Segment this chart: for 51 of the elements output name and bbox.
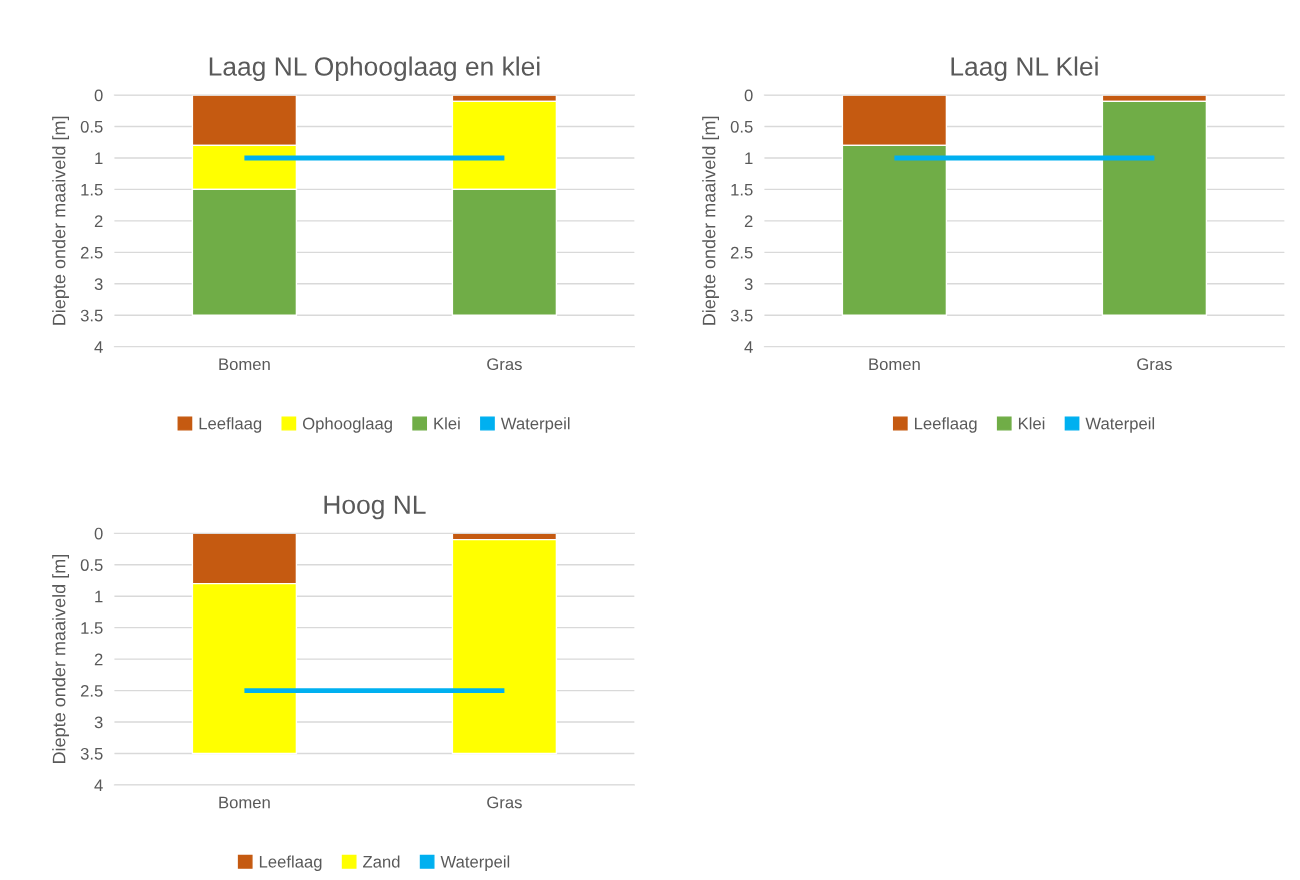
- y-tick-label: 1.5: [731, 183, 753, 196]
- legend-label: Leeflaag: [199, 417, 262, 433]
- y-tick-label: 0.5: [80, 559, 103, 571]
- y-tick-label: 0.5: [80, 120, 103, 133]
- chart-title: Laag NL Ophooglaag en klei: [209, 56, 540, 82]
- chart-title: Laag NL Klei: [951, 56, 1098, 82]
- y-tick-label: 3: [94, 278, 103, 290]
- y-axis-title: Diepte onder maaiveld [m]: [52, 555, 70, 764]
- y-tick-label: 3: [744, 278, 753, 290]
- y-tick-label: 1: [95, 152, 103, 164]
- y-tick-label: 2.5: [730, 246, 753, 259]
- legend-label: Waterpeil: [1085, 417, 1155, 433]
- x-tick-label: Bomen: [219, 796, 270, 809]
- bar: [451, 538, 558, 755]
- y-tick-label: 4: [94, 341, 103, 353]
- bar: [1101, 100, 1208, 316]
- legend-label: Waterpeil: [500, 417, 570, 433]
- legend-label: Klei: [1018, 417, 1045, 430]
- x-tick-label: Gras: [487, 358, 522, 371]
- x-tick-label: Bomen: [219, 358, 270, 371]
- y-tick-label: 2: [94, 653, 103, 666]
- y-tick-label: 1.5: [81, 183, 103, 196]
- y-axis-title: Diepte onder maaiveld [m]: [702, 116, 720, 325]
- x-tick-label: Gras: [487, 796, 522, 809]
- legend-label: Ophooglaag: [302, 417, 392, 433]
- y-axis-title: Diepte onder maaiveld [m]: [52, 116, 70, 325]
- y-tick-label: 3.5: [80, 747, 103, 760]
- legend-label: Klei: [434, 417, 460, 430]
- y-tick-label: 0.5: [730, 120, 753, 133]
- y-tick-label: 0: [744, 89, 753, 102]
- legend-label: Waterpeil: [440, 855, 510, 871]
- y-tick-label: 1: [95, 590, 103, 603]
- legend-label: Leeflaag: [915, 417, 977, 433]
- y-tick-label: 0: [94, 527, 103, 540]
- y-tick-label: 4: [744, 341, 753, 353]
- y-tick-label: 2.5: [80, 246, 103, 259]
- y-tick-label: 2: [744, 215, 753, 227]
- y-tick-label: 2: [94, 215, 103, 227]
- chart-title: Hoog NL: [324, 495, 426, 520]
- y-tick-label: 1.5: [81, 622, 103, 634]
- x-tick-label: Gras: [1137, 358, 1172, 371]
- y-tick-label: 3.5: [80, 309, 103, 322]
- y-tick-label: 3: [94, 716, 103, 729]
- y-tick-label: 1: [745, 152, 753, 164]
- y-tick-label: 4: [94, 779, 103, 791]
- y-tick-label: 2.5: [80, 684, 103, 697]
- y-tick-label: 0: [94, 89, 103, 102]
- legend-label: Zand: [363, 855, 400, 868]
- legend-label: Leeflaag: [259, 855, 322, 871]
- x-tick-label: Bomen: [869, 358, 920, 371]
- y-tick-label: 3.5: [730, 309, 753, 322]
